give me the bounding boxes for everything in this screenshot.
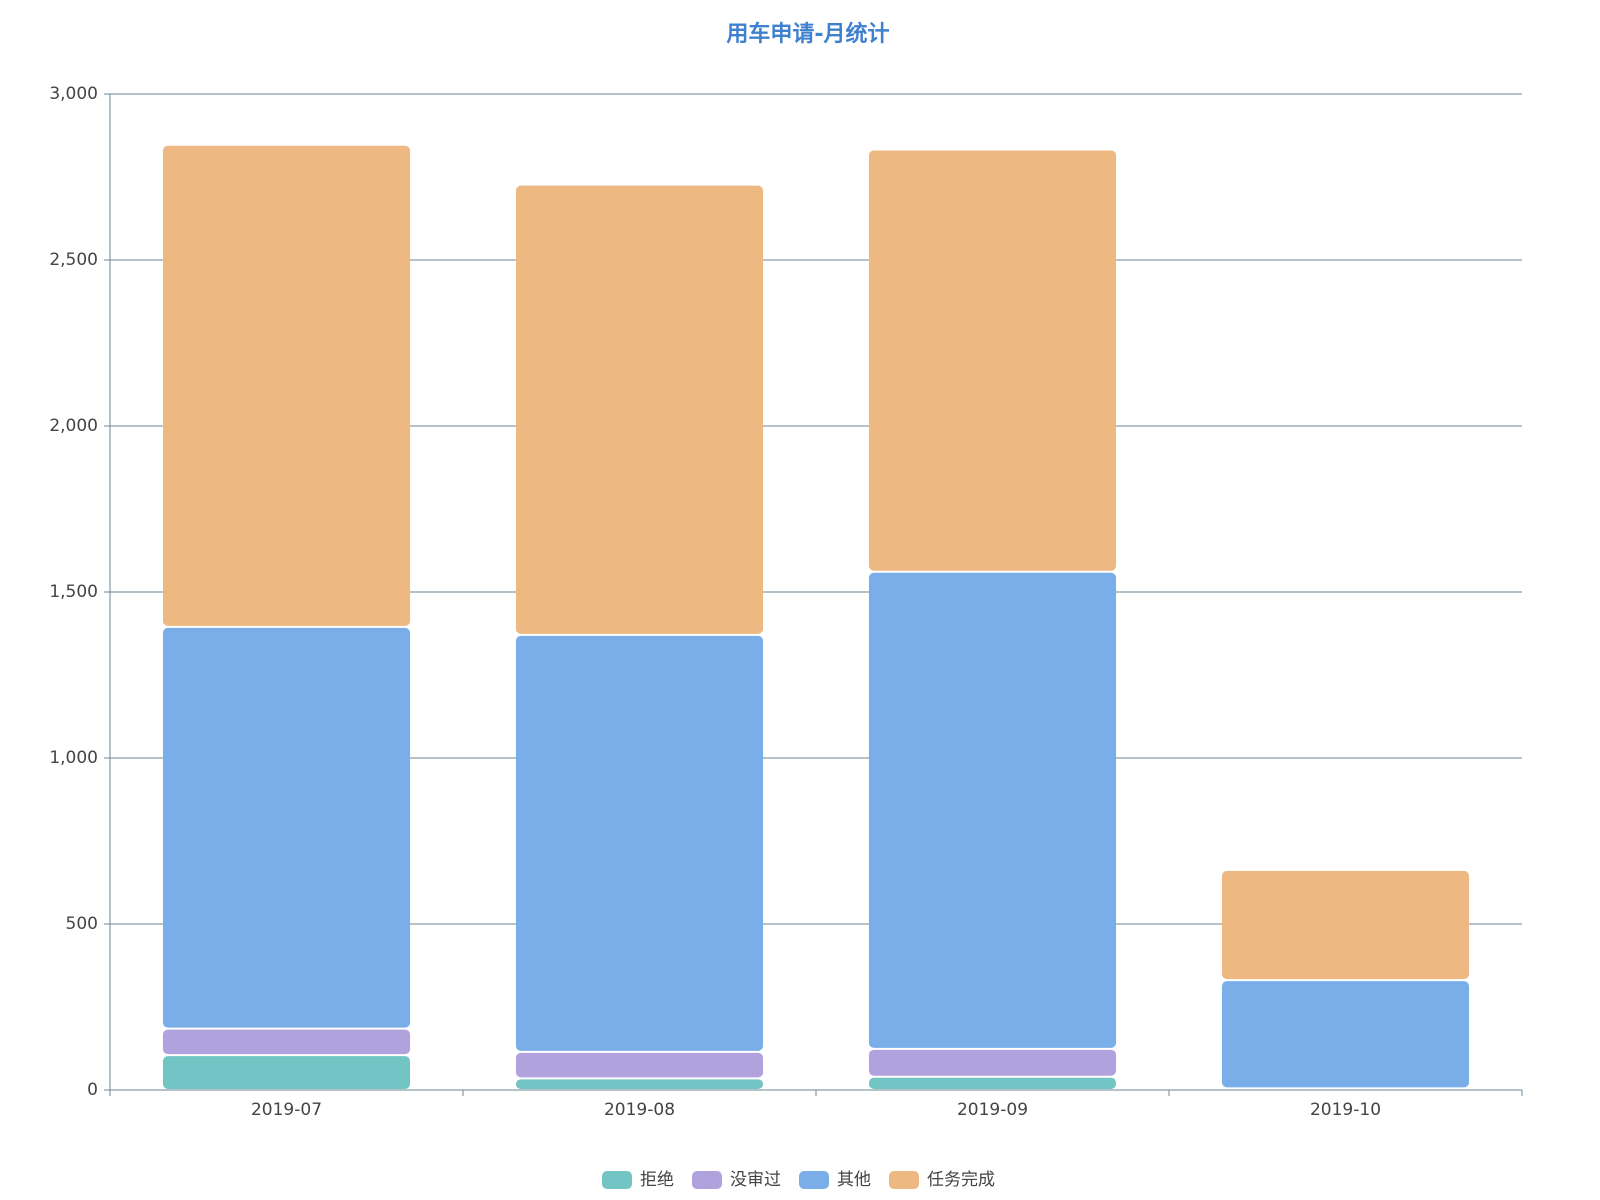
x-tick-label: 2019-09 [957,1100,1028,1120]
bar-segment [1221,981,1470,1088]
bar-segment [515,185,764,634]
bar-segment [515,1079,764,1089]
y-tick-label: 1,000 [49,748,98,768]
legend-label: 任务完成 [927,1170,995,1190]
legend-label: 没审过 [730,1170,781,1190]
chart-title: 用车申请-月统计 [726,21,889,47]
bar-segment [868,1077,1117,1089]
x-tick-label: 2019-07 [251,1100,322,1120]
legend-label: 其他 [837,1170,871,1190]
y-tick-label: 2,000 [49,416,98,436]
bar-segment [515,635,764,1051]
bar-segment [868,572,1117,1048]
y-tick-label: 500 [66,914,98,934]
y-tick-label: 1,500 [49,582,98,602]
x-tick-label: 2019-10 [1310,1100,1381,1120]
bar-segment [162,627,411,1028]
bar-segment [868,150,1117,571]
x-tick-label: 2019-08 [604,1100,675,1120]
y-tick-label: 0 [87,1080,98,1100]
legend-swatch [692,1171,722,1189]
bar-segment [1221,870,1470,980]
legend-swatch [602,1171,632,1189]
y-tick-label: 2,500 [49,250,98,270]
y-tick-label: 3,000 [49,84,98,104]
legend-swatch [799,1171,829,1189]
legend-swatch [889,1171,919,1189]
bar-segment [162,1029,411,1055]
legend-label: 拒绝 [640,1170,674,1190]
bar-segment [162,145,411,626]
bar-segment [868,1049,1117,1076]
bar-segment [515,1052,764,1078]
bar-segment [162,1056,411,1089]
